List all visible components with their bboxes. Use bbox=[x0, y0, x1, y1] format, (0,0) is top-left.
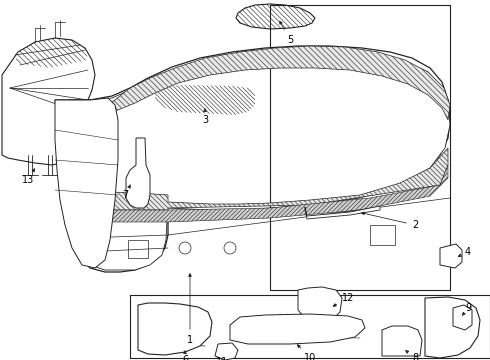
Polygon shape bbox=[230, 314, 365, 344]
Polygon shape bbox=[85, 148, 448, 210]
Text: 2: 2 bbox=[362, 212, 418, 230]
Polygon shape bbox=[305, 206, 380, 219]
Polygon shape bbox=[382, 326, 422, 356]
Text: 12: 12 bbox=[333, 293, 354, 306]
Polygon shape bbox=[55, 98, 118, 268]
Polygon shape bbox=[126, 138, 150, 208]
Polygon shape bbox=[70, 48, 450, 270]
Polygon shape bbox=[155, 85, 255, 115]
Polygon shape bbox=[88, 165, 448, 222]
Polygon shape bbox=[215, 343, 238, 360]
Text: 1: 1 bbox=[187, 274, 193, 345]
Text: 7: 7 bbox=[122, 185, 130, 200]
Text: 11: 11 bbox=[216, 357, 228, 360]
Text: 8: 8 bbox=[406, 351, 418, 360]
Polygon shape bbox=[100, 46, 450, 120]
Polygon shape bbox=[128, 240, 148, 258]
Polygon shape bbox=[2, 38, 95, 165]
Text: 4: 4 bbox=[458, 247, 471, 257]
Text: 3: 3 bbox=[202, 109, 208, 125]
Polygon shape bbox=[236, 4, 315, 29]
Polygon shape bbox=[55, 46, 450, 272]
Polygon shape bbox=[453, 305, 472, 330]
Polygon shape bbox=[298, 287, 342, 322]
Polygon shape bbox=[138, 303, 212, 355]
Text: 9: 9 bbox=[462, 303, 471, 316]
Text: 13: 13 bbox=[22, 169, 35, 185]
Text: 5: 5 bbox=[280, 21, 293, 45]
Polygon shape bbox=[425, 297, 480, 358]
Polygon shape bbox=[370, 225, 395, 245]
Text: 10: 10 bbox=[297, 345, 316, 360]
Text: 6: 6 bbox=[182, 351, 188, 360]
Polygon shape bbox=[440, 244, 462, 268]
